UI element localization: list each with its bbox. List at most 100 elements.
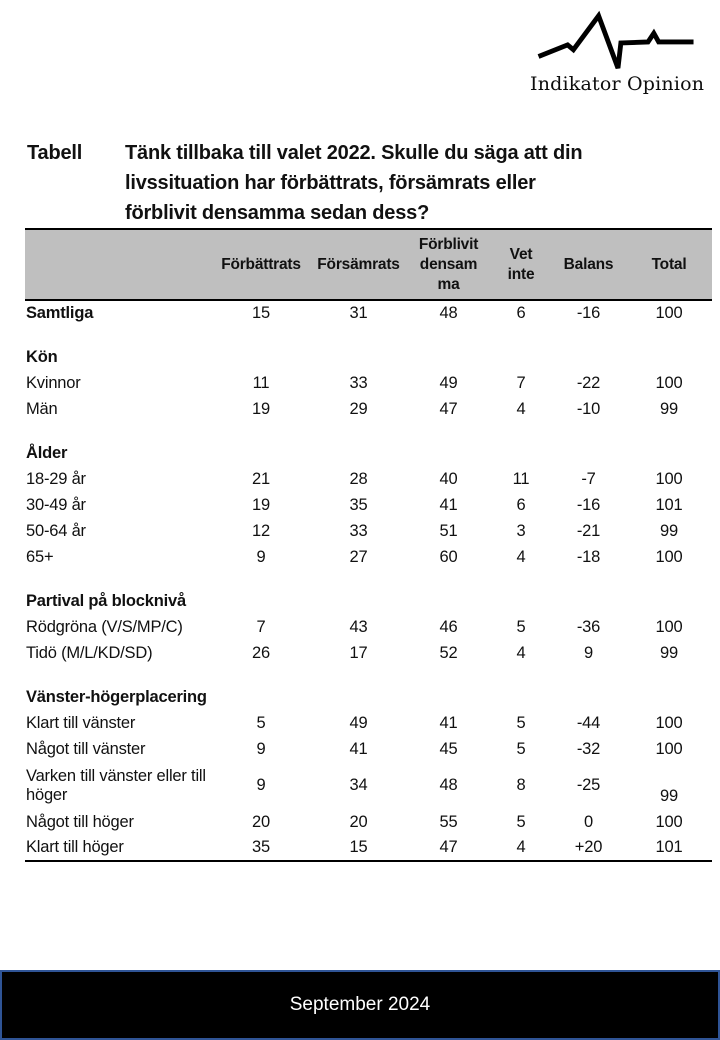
spacer-cell — [25, 666, 712, 684]
value-cell: 20 — [349, 812, 368, 831]
value-cell — [406, 344, 491, 370]
spacer-cell — [25, 570, 712, 588]
footer-text: September 2024 — [289, 994, 431, 1015]
table-row: Kvinnor 11 33 49 7 -22 100 — [25, 370, 712, 396]
value-cell — [211, 588, 311, 614]
row-label: 65+ — [26, 547, 54, 566]
value-cell: 99 — [660, 399, 678, 418]
value-cell: 49 — [349, 713, 368, 732]
value-cell: 28 — [349, 469, 368, 488]
value-cell — [626, 344, 712, 370]
value-cell: 99 — [660, 521, 678, 540]
question-title: Tänk tillbaka till valet 2022. Skulle du… — [125, 142, 583, 224]
value-cell: -32 — [576, 739, 601, 758]
section-row: Vänster-högerplacering — [25, 684, 712, 710]
value-cell: 101 — [655, 838, 683, 857]
section-row: Ålder — [25, 440, 712, 466]
value-cell: 5 — [516, 713, 526, 732]
value-cell — [406, 684, 491, 710]
column-header-total: Total — [626, 229, 712, 302]
value-cell: 4 — [516, 399, 526, 418]
row-header-column — [25, 229, 211, 302]
table-row: Klart till vänster 5 49 41 5 -44 100 — [25, 710, 712, 736]
footer-bar: September 2024 — [0, 970, 720, 1040]
value-cell: 0 — [584, 812, 593, 831]
table-row: 65+ 9 27 60 4 -18 100 — [25, 544, 712, 570]
value-cell: 100 — [655, 812, 683, 831]
value-cell: 4 — [516, 547, 526, 566]
value-cell: -18 — [576, 547, 601, 566]
table-row: 50-64 år 12 33 51 3 -21 99 — [25, 518, 712, 544]
value-cell: 6 — [516, 304, 526, 323]
value-cell — [211, 684, 311, 710]
spacer-cell — [25, 422, 712, 440]
value-cell — [406, 440, 491, 466]
value-cell — [551, 684, 626, 710]
row-label: Män — [26, 399, 58, 418]
value-cell — [626, 684, 712, 710]
value-cell: 100 — [655, 469, 683, 488]
value-cell: 55 — [439, 812, 458, 831]
value-cell: -21 — [576, 521, 601, 540]
value-cell: 31 — [349, 304, 368, 323]
value-cell — [491, 684, 551, 710]
value-cell: 60 — [439, 547, 458, 566]
logo-text: Indikator Opinion — [530, 73, 705, 95]
value-cell: 40 — [439, 469, 458, 488]
value-cell: 9 — [584, 643, 593, 662]
logo: Indikator Opinion — [530, 10, 704, 95]
value-cell: 100 — [655, 547, 683, 566]
value-cell: 21 — [252, 469, 270, 488]
value-cell — [551, 588, 626, 614]
value-cell: 100 — [655, 304, 683, 323]
section-row: Partival på blocknivå — [25, 588, 712, 614]
spacer-row — [25, 326, 712, 344]
value-cell: 5 — [256, 713, 266, 732]
value-cell: 99 — [660, 643, 678, 662]
row-label: Rödgröna (V/S/MP/C) — [26, 617, 183, 636]
value-cell — [551, 440, 626, 466]
table-row: Något till vänster 9 41 45 5 -32 100 — [25, 736, 712, 762]
value-cell: -16 — [576, 495, 601, 514]
table-row: Något till höger 20 20 55 5 0 100 — [25, 809, 712, 835]
value-cell: -44 — [576, 713, 601, 732]
column-header-forblivit-densamma: Förblivit densam ma — [406, 229, 491, 302]
value-cell — [311, 344, 406, 370]
value-cell: 52 — [439, 643, 458, 662]
value-cell: 43 — [349, 617, 368, 636]
value-cell: 5 — [516, 617, 526, 636]
value-cell: 4 — [516, 643, 526, 662]
table-row: Samtliga 15 31 48 6 -16 100 — [25, 300, 712, 326]
row-label: 50-64 år — [26, 521, 86, 540]
value-cell — [491, 588, 551, 614]
value-cell: 8 — [516, 776, 526, 795]
value-cell: 46 — [439, 617, 458, 636]
value-cell: 47 — [439, 399, 458, 418]
value-cell: 3 — [516, 521, 526, 540]
value-cell: 15 — [349, 838, 368, 857]
row-label: Kön — [26, 347, 58, 366]
value-cell: +20 — [574, 838, 603, 857]
value-cell: 12 — [252, 521, 270, 540]
value-cell: 19 — [252, 399, 270, 418]
table-row: Klart till höger 35 15 47 4 +20 101 — [25, 835, 712, 861]
table-row: 18-29 år 21 28 40 11 -7 100 — [25, 466, 712, 492]
value-cell: 7 — [256, 617, 266, 636]
value-cell: 100 — [655, 373, 683, 392]
value-cell: 19 — [252, 495, 270, 514]
value-cell: 41 — [439, 713, 458, 732]
value-cell — [311, 684, 406, 710]
value-cell: 5 — [516, 812, 526, 831]
value-cell: 27 — [349, 547, 368, 566]
row-label: Något till höger — [26, 812, 134, 831]
value-cell — [626, 440, 712, 466]
row-label: Partival på blocknivå — [26, 591, 186, 610]
value-cell: -22 — [576, 373, 601, 392]
row-label: Samtliga — [26, 304, 94, 323]
table-row: Varken till vänster eller till höger 9 34 4… — [25, 762, 712, 809]
value-cell: 4 — [516, 838, 526, 857]
value-cell: 9 — [256, 547, 266, 566]
value-cell: 33 — [349, 373, 368, 392]
value-cell: 29 — [349, 399, 368, 418]
